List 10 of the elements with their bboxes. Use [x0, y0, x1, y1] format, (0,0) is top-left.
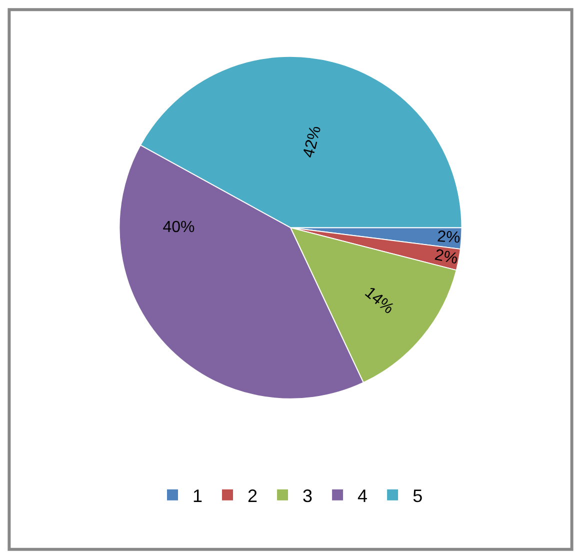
legend-label: 1: [192, 486, 203, 506]
data-label: 14%: [361, 284, 397, 318]
data-label: 2%: [436, 228, 461, 247]
data-label: 42%: [300, 124, 325, 160]
data-label: 40%: [162, 219, 195, 236]
legend-label: 3: [302, 486, 313, 506]
legend-label: 2: [248, 486, 258, 506]
legend-label: 4: [358, 486, 368, 506]
legend-label: 5: [412, 486, 423, 506]
data-label: 2%: [433, 246, 460, 268]
